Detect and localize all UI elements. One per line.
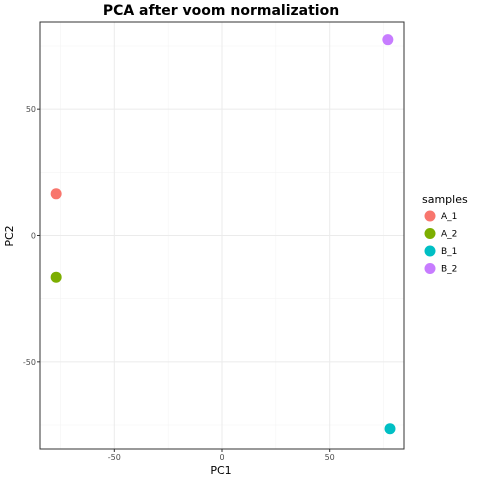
x-tick-label: 0: [219, 453, 224, 462]
x-axis-title: PC1: [210, 464, 231, 477]
y-tick-label: 0: [31, 232, 36, 241]
y-tick-label: -50: [23, 358, 36, 367]
x-tick-label: -50: [108, 453, 121, 462]
y-tick-label: 50: [26, 105, 36, 114]
legend-key-a-2: [424, 228, 436, 239]
point-b-1: [384, 423, 396, 435]
legend-key-b-2: [424, 263, 436, 274]
x-tick-label: 50: [325, 453, 335, 462]
legend: samples A_1 A_2 B_1 B_2: [422, 193, 468, 275]
point-a-1: [50, 188, 62, 200]
legend-title: samples: [422, 193, 468, 206]
axis-ticks: -50 0 50 -50 0 50: [23, 105, 335, 462]
legend-key-b-1: [424, 245, 436, 257]
point-a-2: [50, 271, 62, 283]
data-points: [50, 34, 396, 435]
chart-title: PCA after voom normalization: [103, 3, 339, 19]
point-b-2: [382, 34, 394, 46]
legend-label-a-1: A_1: [441, 212, 457, 222]
grid-lines: [40, 22, 404, 449]
legend-label-b-1: B_1: [441, 247, 457, 257]
y-axis-title: PC2: [3, 225, 16, 246]
legend-label-b-2: B_2: [441, 265, 457, 275]
legend-key-a-1: [424, 210, 436, 222]
legend-label-a-2: A_2: [441, 230, 457, 240]
